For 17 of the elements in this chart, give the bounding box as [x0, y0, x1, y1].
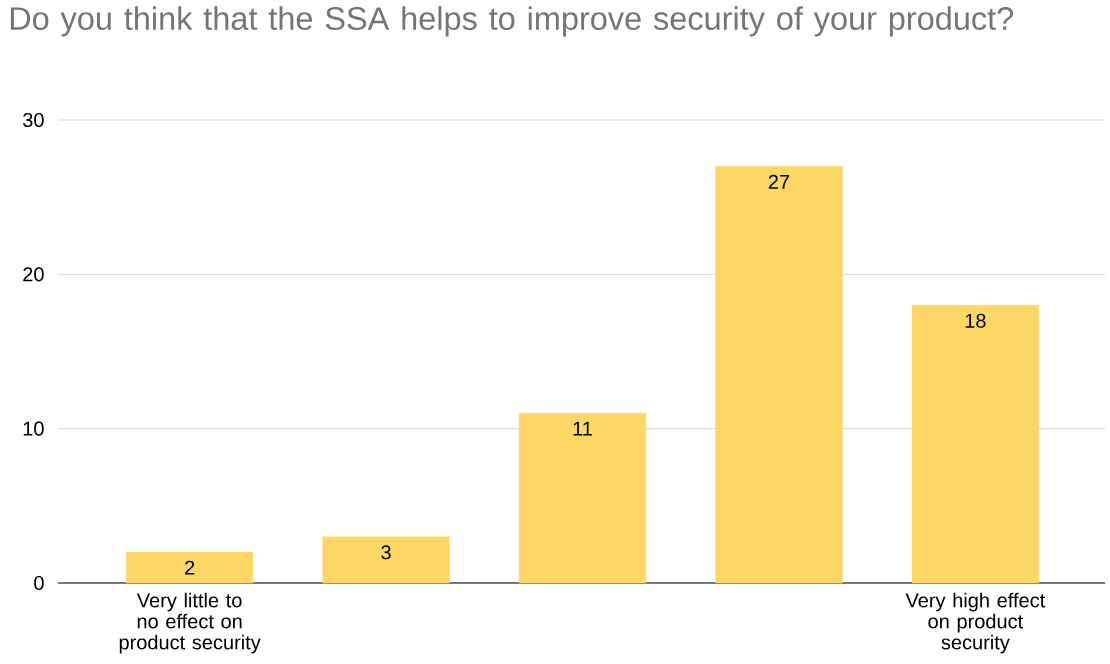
- y-tick-label: 20: [23, 267, 44, 282]
- data-label: 18: [965, 313, 986, 328]
- bar: [126, 551, 254, 584]
- data-label: 2: [185, 560, 195, 575]
- bar: [911, 304, 1039, 584]
- bar: [518, 413, 647, 584]
- x-tick-label: Very high effect on product security: [905, 592, 1046, 654]
- data-label: 3: [381, 545, 391, 560]
- bar: [322, 536, 450, 584]
- y-tick-label: 30: [23, 112, 44, 128]
- data-label: 11: [573, 421, 592, 436]
- bar: [715, 166, 843, 584]
- x-tick-label: Very little to no effect on product security: [119, 592, 261, 654]
- y-tick-label: 0: [34, 575, 44, 591]
- chart-title: Do you think that the SSA helps to improve security of your product?: [10, 6, 1014, 37]
- data-label: 27: [768, 174, 790, 189]
- y-tick-label: 10: [23, 421, 44, 436]
